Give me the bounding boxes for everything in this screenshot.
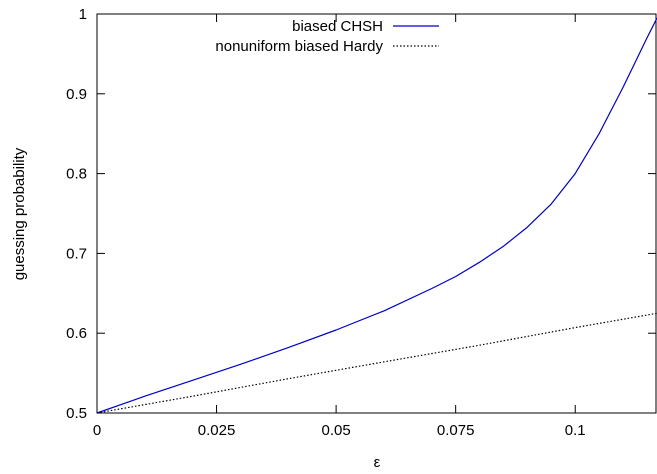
legend-label-2: nonuniform biased Hardy (215, 38, 383, 55)
x-tick-label: 0.1 (565, 422, 586, 439)
y-tick-label: 0.6 (66, 325, 87, 342)
x-tick-label: 0.075 (437, 422, 475, 439)
series-lines (96, 17, 657, 414)
plot-frame (96, 13, 657, 414)
x-tick-label: 0 (93, 422, 101, 439)
axis-tick-labels: 0 0.025 0.05 0.075 0.1 0.5 0.6 0.7 0.8 0.9 1 (66, 6, 586, 439)
series-line-2 (96, 312, 657, 414)
y-tick-label: 1 (79, 6, 87, 23)
y-axis-label: guessing probability (11, 147, 28, 280)
series-line-1 (96, 17, 657, 414)
y-tick-label: 0.8 (66, 166, 87, 183)
legend-label-1: biased CHSH (292, 18, 383, 35)
y-tick-label: 0.5 (66, 405, 87, 422)
x-tick-label: 0.05 (322, 422, 351, 439)
y-tick-label: 0.9 (66, 86, 87, 103)
axis-ticks (96, 13, 656, 414)
x-tick-label: 0.025 (198, 422, 236, 439)
y-tick-label: 0.7 (66, 245, 87, 262)
plot-border (96, 13, 657, 414)
legend: biased CHSH nonuniform biased Hardy (215, 18, 439, 55)
x-axis-label: ε (374, 454, 381, 471)
